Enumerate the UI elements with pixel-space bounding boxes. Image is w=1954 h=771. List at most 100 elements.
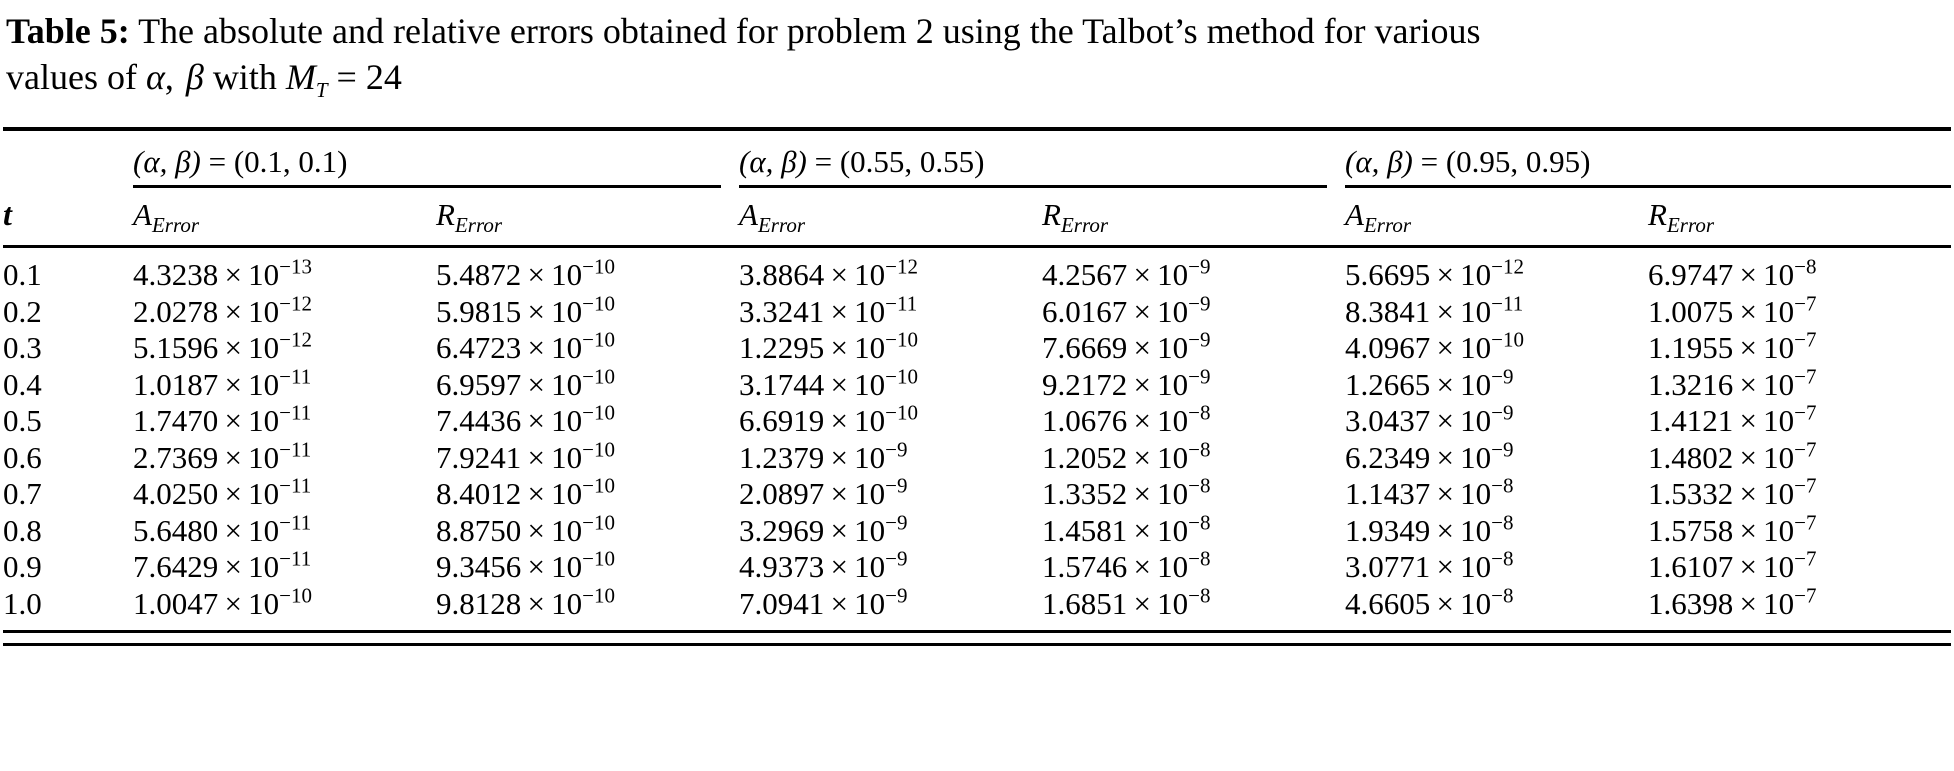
t-column-header: t [3, 131, 133, 248]
error-value: 4.0250 × 10−11 [133, 473, 312, 511]
error-value: 1.4802 × 10−7 [1648, 437, 1817, 475]
error-value: 6.9597 × 10−10 [436, 364, 615, 402]
beta-symbol: β [185, 57, 204, 97]
error-value: 1.6851 × 10−8 [1042, 585, 1345, 633]
t-value: 0.7 [3, 476, 42, 511]
error-value: 7.6669 × 10−9 [1042, 327, 1211, 365]
error-value: 7.0941 × 10−9 [739, 585, 1042, 633]
t-value: 0.6 [3, 439, 42, 475]
error-value: 1.0047 × 10−10 [133, 585, 436, 633]
error-value: 3.1744 × 10−10 [739, 364, 918, 402]
error-value: 3.0771 × 10−8 [1345, 546, 1514, 584]
error-value: 3.8864 × 10−12 [739, 254, 918, 292]
caption-text-tail: = 24 [336, 57, 402, 97]
error-value: 3.0437 × 10−9 [1345, 400, 1514, 438]
a-error-header-3: AError [1345, 188, 1648, 248]
caption-text-line1: The absolute and relative errors obtaine… [138, 11, 1481, 51]
error-value: 8.8750 × 10−10 [436, 510, 615, 548]
error-value: 4.6605 × 10−8 [1345, 585, 1648, 633]
a-error-header-2: AError [739, 188, 1042, 248]
errors-table: t (α, β) = (0.1, 0.1) (α, β) = (0.55, 0.… [3, 127, 1951, 633]
error-value: 5.6480 × 10−11 [133, 510, 312, 548]
error-value: 9.2172 × 10−9 [1042, 364, 1211, 402]
group-header-3: (α, β) = (0.95, 0.95) [1345, 131, 1951, 188]
t-value: 0.5 [3, 403, 42, 438]
error-value: 2.0278 × 10−12 [133, 291, 312, 329]
table-row: 0.4 1.0187 × 10−11 6.9597 × 10−10 3.1744 × … [3, 364, 1951, 404]
error-value: 1.5746 × 10−8 [1042, 546, 1211, 584]
table-row: 0.6 2.7369 × 10−11 7.9241 × 10−10 1.2379 × … [3, 437, 1951, 477]
error-value: 1.6107 × 10−7 [1648, 546, 1817, 584]
error-value: 6.4723 × 10−10 [436, 327, 615, 365]
error-value: 1.2379 × 10−9 [739, 437, 908, 475]
caption-text-middle: with [212, 57, 277, 97]
t-value: 0.8 [3, 512, 42, 548]
table-row: 0.9 7.6429 × 10−11 9.3456 × 10−10 4.9373 × … [3, 546, 1951, 586]
error-value: 1.2052 × 10−8 [1042, 437, 1211, 475]
error-value: 1.9349 × 10−8 [1345, 510, 1514, 548]
error-value: 3.2969 × 10−9 [739, 510, 908, 548]
t-value: 1.0 [3, 586, 133, 633]
error-value: 1.1437 × 10−8 [1345, 473, 1514, 511]
table-row: 0.3 5.1596 × 10−12 6.4723 × 10−10 1.2295 × … [3, 327, 1951, 367]
error-value: 2.7369 × 10−11 [133, 437, 312, 475]
t-value: 0.4 [3, 366, 42, 402]
error-value: 1.5758 × 10−7 [1648, 510, 1817, 548]
caption-separator: , [164, 57, 174, 97]
error-value: 2.0897 × 10−9 [739, 473, 908, 511]
error-value: 4.3238 × 10−13 [133, 254, 312, 292]
alpha-symbol: α [145, 57, 165, 97]
group-header-1: (α, β) = (0.1, 0.1) [133, 131, 739, 188]
error-value: 6.9747 × 10−8 [1648, 254, 1817, 292]
error-value: 1.1955 × 10−7 [1648, 327, 1817, 365]
table-row: 0.1 4.3238 × 10−13 5.4872 × 10−10 3.8864 × … [3, 248, 1951, 294]
t-value: 0.2 [3, 293, 42, 329]
error-value: 6.2349 × 10−9 [1345, 437, 1514, 475]
error-value: 1.2295 × 10−10 [739, 327, 918, 365]
error-value: 1.4121 × 10−7 [1648, 400, 1817, 438]
error-value: 5.1596 × 10−12 [133, 327, 312, 365]
table-row: 0.7 4.0250 × 10−11 8.4012 × 10−10 2.0897 × … [3, 473, 1951, 513]
error-value: 1.3216 × 10−7 [1648, 364, 1817, 402]
group-header-2: (α, β) = (0.55, 0.55) [739, 131, 1345, 188]
error-value: 4.0967 × 10−10 [1345, 327, 1524, 365]
error-value: 1.0676 × 10−8 [1042, 400, 1211, 438]
group-header-row: t (α, β) = (0.1, 0.1) (α, β) = (0.55, 0.… [3, 131, 1951, 248]
error-value: 9.8128 × 10−10 [436, 585, 739, 633]
a-error-header-1: AError [133, 188, 436, 248]
error-value: 4.2567 × 10−9 [1042, 254, 1211, 292]
error-value: 3.3241 × 10−11 [739, 291, 918, 329]
error-value: 7.9241 × 10−10 [436, 437, 615, 475]
mt-variable: MT [285, 57, 328, 103]
t-value: 0.9 [3, 549, 42, 584]
error-value: 7.6429 × 10−11 [133, 546, 312, 584]
error-value: 7.4436 × 10−10 [436, 400, 615, 438]
error-value: 1.2665 × 10−9 [1345, 364, 1514, 402]
error-value: 1.4581 × 10−8 [1042, 510, 1211, 548]
error-value: 1.0187 × 10−11 [133, 364, 312, 402]
table-row: 0.2 2.0278 × 10−12 5.9815 × 10−10 3.3241 × … [3, 291, 1951, 331]
error-value: 8.4012 × 10−10 [436, 473, 615, 511]
table-body: 0.1 4.3238 × 10−13 5.4872 × 10−10 3.8864 × … [3, 248, 1951, 633]
table-row: 1.0 1.0047 × 10−10 9.8128 × 10−10 7.0941 × … [3, 585, 1951, 633]
table-row: 0.5 1.7470 × 10−11 7.4436 × 10−10 6.6919 × … [3, 400, 1951, 440]
error-value: 6.6919 × 10−10 [739, 400, 918, 438]
sub-header-row: AError RError AError RError AError RErro… [3, 188, 1951, 248]
error-value: 1.3352 × 10−8 [1042, 473, 1211, 511]
error-value: 5.6695 × 10−12 [1345, 254, 1524, 292]
caption-text-line2-prefix: values of [6, 57, 137, 97]
error-value: 8.3841 × 10−11 [1345, 291, 1524, 329]
error-value: 6.0167 × 10−9 [1042, 291, 1211, 329]
error-value: 5.4872 × 10−10 [436, 254, 615, 292]
r-error-header-3: RError [1648, 188, 1951, 248]
error-value: 9.3456 × 10−10 [436, 546, 615, 584]
caption-label: Table 5: [6, 11, 130, 51]
table-row: 0.8 5.6480 × 10−11 8.8750 × 10−10 3.2969 × … [3, 510, 1951, 550]
r-error-header-2: RError [1042, 188, 1345, 248]
error-value: 1.6398 × 10−7 [1648, 585, 1951, 633]
t-value: 0.3 [3, 330, 42, 365]
error-value: 1.5332 × 10−7 [1648, 473, 1817, 511]
r-error-header-1: RError [436, 188, 739, 248]
t-value: 0.1 [3, 257, 42, 292]
